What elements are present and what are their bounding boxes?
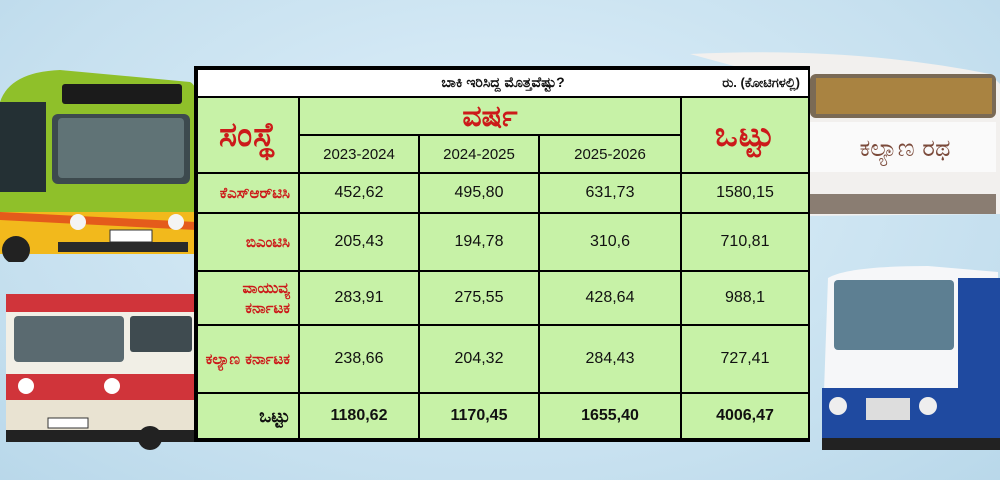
year-2023-2024: 2023-2024 [298,134,420,174]
total-value-cell: 1655,40 [538,392,682,440]
total-value-cell: 1180,62 [298,392,420,440]
value-cell: 284,43 [538,324,682,394]
table-row: ವಾಯುವ್ಯ ಕರ್ನಾಟಕ 283,91 275,55 428,64 988… [196,270,811,326]
unit-label: ರು. (ಕೋಟಿಗಳಲ್ಲಿ) [722,75,801,90]
table-row: ಬಿಎಂಟಿಸಿ 205,43 194,78 310,6 710,81 [196,212,811,272]
value-cell: 275,55 [418,270,540,326]
value-cell: 204,32 [418,324,540,394]
org-vayuvya-karnataka: ವಾಯುವ್ಯ ಕರ್ನಾಟಕ [196,270,300,326]
red-bus-image [6,294,200,450]
table-row: ಕೆಎಸ್‌ಆರ್‌ಟಿಸಿ 452,62 495,80 631,73 1580… [196,172,811,214]
table-row: ಕಲ್ಯಾಣ ಕರ್ನಾಟಕ 238,66 204,32 284,43 727,… [196,324,811,394]
value-cell: 238,66 [298,324,420,394]
row-total-cell: 727,41 [679,324,811,394]
table-title: ಬಾಕಿ ಇರಿಸಿದ್ದ ಮೊತ್ತವೆಷ್ಟು? [441,74,565,90]
org-ksrtc: ಕೆಎಸ್‌ಆರ್‌ಟಿಸಿ [196,172,300,214]
row-total-cell: 710,81 [679,212,811,272]
header-row: ಸಂಸ್ಥೆ ವರ್ಷ ಒಟ್ಟು [196,96,811,174]
year-2024-2025: 2024-2025 [418,134,540,174]
value-cell: 194,78 [418,212,540,272]
header-total: ಒಟ್ಟು [679,96,811,174]
grand-total-row: ಒಟ್ಟು 1180,62 1170,45 1655,40 4006,47 [196,392,811,440]
row-total-cell: 1580,15 [679,172,811,214]
city-bus-image [822,266,1000,450]
grand-total-label: ಒಟ್ಟು [196,392,300,440]
table-title-row: ಬಾಕಿ ಇರಿಸಿದ್ದ ಮೊತ್ತವೆಷ್ಟು? ರು. (ಕೋಟಿಗಳಲ್… [195,68,811,98]
pending-amount-table: ಬಾಕಿ ಇರಿಸಿದ್ದ ಮೊತ್ತವೆಷ್ಟು? ರು. (ಕೋಟಿಗಳಲ್… [195,68,811,440]
value-cell: 205,43 [298,212,420,272]
header-organization: ಸಂಸ್ಥೆ [196,96,300,174]
value-cell: 428,64 [538,270,682,326]
org-bmtc: ಬಿಎಂಟಿಸಿ [196,212,300,272]
value-cell: 310,6 [538,212,682,272]
grand-total-value: 4006,47 [679,392,811,440]
value-cell: 283,91 [298,270,420,326]
value-cell: 495,80 [418,172,540,214]
year-row: 2023-2024 2024-2025 2025-2026 [197,134,809,174]
total-value-cell: 1170,45 [418,392,540,440]
value-cell: 452,62 [298,172,420,214]
row-total-cell: 988,1 [679,270,811,326]
green-bus-image [0,70,197,262]
svg-text:ಕಲ್ಯಾಣ ರಥ: ಕಲ್ಯಾಣ ರಥ [860,134,951,166]
value-cell: 631,73 [538,172,682,214]
intercity-bus-image: ಕಲ್ಯಾಣ ರಥ [690,52,1000,216]
pending-amount-table-container: ಬಾಕಿ ಇರಿಸಿದ್ದ ಮೊತ್ತವೆಷ್ಟು? ರು. (ಕೋಟಿಗಳಲ್… [194,66,811,442]
year-2025-2026: 2025-2026 [538,134,682,174]
org-kalyana-karnataka: ಕಲ್ಯಾಣ ಕರ್ನಾಟಕ [196,324,300,394]
header-year: ವರ್ಷ [298,96,682,136]
table-title-cell: ಬಾಕಿ ಇರಿಸಿದ್ದ ಮೊತ್ತವೆಷ್ಟು? ರು. (ಕೋಟಿಗಳಲ್… [195,68,811,98]
